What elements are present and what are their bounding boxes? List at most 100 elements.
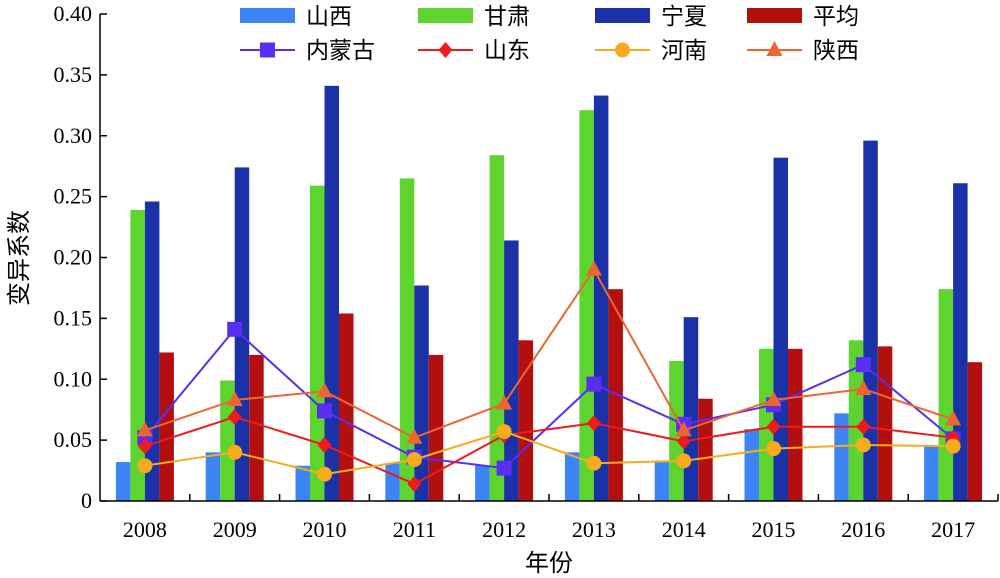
series-line <box>144 430 954 476</box>
legend-label: 山东 <box>484 38 530 64</box>
bar <box>144 201 160 501</box>
bar <box>683 317 699 501</box>
bar <box>414 285 429 501</box>
square-marker <box>260 42 275 58</box>
legend-label: 山西 <box>306 4 352 30</box>
circle-marker <box>615 42 630 58</box>
y-axis-title: 变异系数 <box>5 210 33 306</box>
y-tick-label: 0.15 <box>54 305 93 330</box>
bar <box>324 85 339 502</box>
circle-marker <box>406 452 422 468</box>
ticks-layer: 0 0.05 0.10 0.15 0.20 0.25 0.30 0.35 0.40 2008 200… <box>54 1 999 542</box>
y-tick-label: 0.05 <box>54 427 93 452</box>
square-marker <box>317 403 332 419</box>
square-marker <box>855 357 871 373</box>
bar <box>205 452 221 501</box>
diamond-marker <box>227 408 242 425</box>
diamond-marker <box>586 415 601 432</box>
bar <box>579 110 594 502</box>
triangle-marker <box>136 421 153 437</box>
square-marker <box>227 321 243 337</box>
legend-label: 陕西 <box>813 38 859 64</box>
bar <box>877 346 893 501</box>
x-tick-label: 2008 <box>123 517 167 542</box>
bar <box>295 465 310 501</box>
x-tick-label: 2015 <box>752 517 796 542</box>
diamond-marker <box>317 436 332 453</box>
triangle-marker <box>585 260 602 276</box>
y-tick-label: 0 <box>81 488 92 513</box>
circle-marker <box>227 444 243 460</box>
bar <box>924 446 939 501</box>
bar <box>115 462 131 501</box>
legend-swatch <box>418 8 473 23</box>
bar <box>938 289 954 501</box>
legend-label: 平均 <box>813 4 859 30</box>
bar <box>744 429 759 501</box>
circle-marker <box>676 453 692 469</box>
circle-marker <box>586 455 602 471</box>
bar <box>339 313 354 501</box>
bar <box>788 348 803 501</box>
triangle-marker <box>226 390 243 406</box>
triangle-marker <box>855 379 872 395</box>
x-tick-label: 2010 <box>303 517 347 542</box>
bar <box>475 465 490 501</box>
legend-swatch <box>595 8 650 23</box>
bar <box>608 289 623 501</box>
x-tick-label: 2011 <box>393 517 436 542</box>
bar <box>593 95 609 501</box>
bar <box>654 460 670 501</box>
bar <box>518 340 534 501</box>
triangle-marker <box>496 394 513 410</box>
bar <box>428 354 444 501</box>
legend-swatch <box>240 8 295 23</box>
bar <box>773 157 788 502</box>
legend-label: 内蒙古 <box>306 38 375 64</box>
triangle-marker <box>945 410 962 426</box>
bar <box>863 140 878 501</box>
bar <box>249 354 264 501</box>
diamond-marker <box>137 438 152 455</box>
square-marker <box>496 460 512 476</box>
diamond-marker <box>438 42 453 58</box>
series-line <box>144 327 954 470</box>
y-tick-label: 0.10 <box>54 366 93 391</box>
legend-label: 甘肃 <box>484 4 530 30</box>
circle-marker <box>855 437 871 453</box>
bar <box>385 463 400 501</box>
circle-marker <box>137 458 153 474</box>
diamond-marker <box>856 418 871 435</box>
x-tick-label: 2013 <box>572 517 616 542</box>
series-line <box>144 415 954 486</box>
triangle-marker <box>765 390 782 406</box>
diamond-marker <box>407 475 422 492</box>
circle-marker <box>945 438 961 454</box>
y-tick-label: 0.25 <box>54 184 93 209</box>
legend-swatch <box>747 8 802 23</box>
x-tick-label: 2016 <box>841 517 885 542</box>
bar <box>967 362 983 501</box>
bar <box>159 352 174 501</box>
square-marker <box>586 376 602 392</box>
x-tick-label: 2017 <box>931 517 975 542</box>
x-tick-label: 2009 <box>213 517 257 542</box>
lines-layer <box>136 260 962 492</box>
bar <box>834 413 849 501</box>
series-line <box>144 267 954 439</box>
bar <box>698 398 713 501</box>
bar <box>399 178 415 502</box>
circle-marker <box>317 466 332 482</box>
bars-layer <box>115 85 983 502</box>
x-tick-label: 2014 <box>662 517 706 542</box>
circle-marker <box>496 424 512 440</box>
x-tick-label: 2012 <box>482 517 526 542</box>
bar <box>848 340 864 501</box>
triangle-marker <box>675 421 692 437</box>
bar <box>489 155 505 502</box>
triangle-marker <box>766 41 783 56</box>
bar <box>759 348 774 501</box>
triangle-marker <box>316 382 333 398</box>
